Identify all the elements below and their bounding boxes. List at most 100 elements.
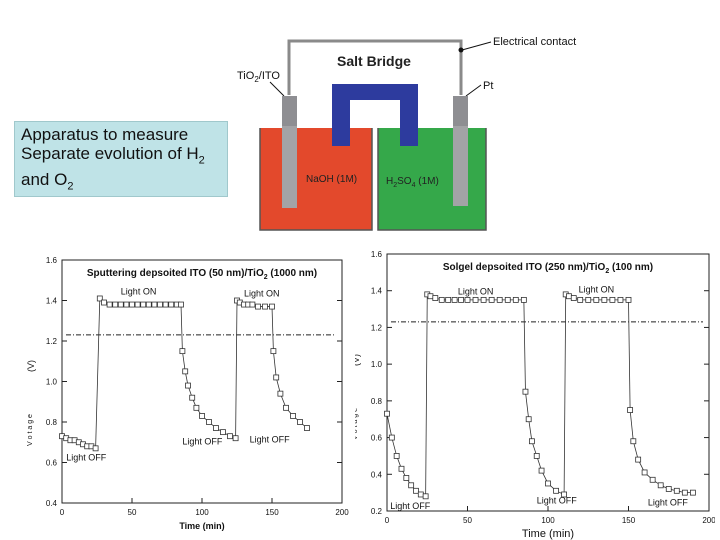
y-tick-label: 1.6 [46,256,58,265]
caption-line-3: and O2 [21,170,74,193]
data-point [438,296,445,303]
y-tick-label: 0.2 [371,507,383,516]
data-point [273,374,280,381]
y-axis-unit: (V) [355,354,361,366]
data-point [496,296,503,303]
y-tick-label: 0.8 [46,418,58,427]
data-point [290,413,296,419]
data-point [408,482,415,489]
annotation-label: Light ON [244,288,280,298]
sputtering-voltage-chart: Sputtering depsoited ITO (50 nm)/TiO2 (1… [26,256,349,531]
x-tick-label: 200 [702,516,715,525]
x-axis-label: Time (min) [179,521,224,531]
y-tick-label: 1.2 [46,337,58,346]
data-point [206,419,212,425]
data-point [185,382,191,389]
data-point [561,491,568,498]
y-tick-label: 1.6 [371,250,383,259]
data-point [451,296,458,303]
data-point [445,296,452,303]
y-tick-label: 0.6 [46,459,58,468]
data-point [635,456,642,463]
data-point [689,489,696,496]
pt-label: Pt [483,80,493,92]
data-point [681,489,688,496]
annotation-label: Light ON [458,286,494,296]
x-tick-label: 100 [195,508,209,517]
data-point [140,301,147,308]
y-tick-label: 1.0 [46,378,58,387]
chart-title: Solgel depsoited ITO (250 nm)/TiO2 (100 … [443,262,653,275]
data-point [601,296,608,303]
data-point [525,416,532,423]
y-tick-label: 1.4 [371,287,383,296]
data-point [269,303,275,310]
electrical-contact-label: Electrical contact [493,36,576,48]
right-beaker [377,128,487,231]
y-tick-label: 0.6 [371,434,383,443]
solgel-voltage-chart: Solgel depsoited ITO (250 nm)/TiO2 (100 … [355,250,715,540]
data-point [106,301,113,308]
data-point [422,493,429,500]
data-point [480,296,487,303]
chart-title: Sputtering depsoited ITO (50 nm)/TiO2 (1… [87,268,317,281]
data-point [101,299,107,306]
data-point [168,301,175,308]
electrical-contact-pointer [461,41,492,51]
annotation-label: Light OFF [537,496,578,506]
data-point [617,296,624,303]
data-point [117,301,124,308]
y-tick-label: 0.4 [371,470,383,479]
annotation-label: Light ON [121,286,157,296]
left-solution-label: NaOH (1M) [306,174,357,185]
data-point [388,434,395,441]
x-tick-label: 0 [385,516,390,525]
data-point [417,491,424,498]
electrical-contact-point [458,47,464,53]
annotation-label: Light OFF [250,434,291,444]
data-point [609,296,616,303]
data-point [528,438,535,445]
apparatus-diagram: Salt Bridge Electrical contact TiO2/ITO … [237,36,576,231]
data-point [304,425,310,431]
data-point [182,368,189,375]
data-point [585,296,592,303]
data-point [673,487,680,494]
annotation-label: Light OFF [182,436,223,446]
x-tick-label: 150 [265,508,279,517]
data-point [151,301,158,308]
data-point [193,404,200,411]
data-point [393,453,400,459]
y-axis-label: V o t a g e [27,414,34,446]
data-point [627,407,634,413]
annotation-label: Light OFF [66,452,107,462]
caption-line-2: Separate evolution of H2 [21,144,205,167]
data-point [189,394,196,401]
data-point [512,296,519,303]
data-point [520,296,527,303]
data-point [178,301,184,308]
data-point [533,453,540,459]
annotation-label: Light OFF [390,501,431,511]
data-point [413,487,419,494]
data-point [157,301,163,308]
left-beaker-liquid [260,128,372,230]
data-point [227,433,233,440]
data-point [112,301,119,308]
data-point [566,293,572,300]
data-point [232,435,239,442]
data-point [458,296,464,303]
annotation-label: Light ON [579,285,615,295]
data-point [134,301,141,308]
salt-bridge-tube [332,84,418,146]
x-tick-label: 100 [541,516,555,525]
data-point [162,301,169,308]
data-point [538,467,545,474]
data-point [220,429,226,436]
data-point [464,296,471,303]
data-point [398,465,405,472]
y-tick-label: 1.0 [371,360,383,369]
data-point [145,301,152,308]
pt-label-pointer [465,84,482,97]
data-point [283,404,289,411]
